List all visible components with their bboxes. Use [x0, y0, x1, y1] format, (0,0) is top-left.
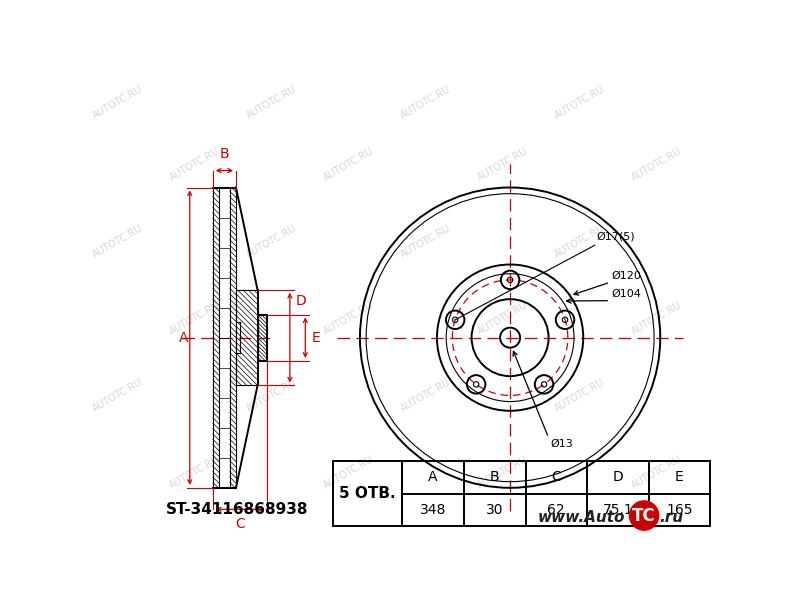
Bar — [402, 461, 710, 526]
Text: AUTOTC.RU: AUTOTC.RU — [245, 377, 298, 414]
Text: AUTOTC.RU: AUTOTC.RU — [245, 223, 298, 260]
Text: AUTOTC.RU: AUTOTC.RU — [553, 85, 606, 121]
Text: AUTOTC.RU: AUTOTC.RU — [90, 223, 144, 260]
Text: AUTOTC.RU: AUTOTC.RU — [553, 223, 606, 260]
Text: AUTOTC.RU: AUTOTC.RU — [475, 454, 530, 491]
Text: 5 ОТВ.: 5 ОТВ. — [339, 486, 396, 501]
Text: A: A — [179, 331, 188, 344]
Text: 75.1: 75.1 — [602, 503, 634, 517]
Text: A: A — [428, 470, 438, 484]
Text: AUTOTC.RU: AUTOTC.RU — [475, 146, 530, 183]
Text: B: B — [490, 470, 499, 484]
Text: AUTOTC.RU: AUTOTC.RU — [475, 300, 530, 337]
Text: TC: TC — [632, 506, 656, 524]
Text: C: C — [235, 517, 245, 531]
Text: D: D — [613, 470, 623, 484]
Text: AUTOTC.RU: AUTOTC.RU — [90, 377, 144, 414]
Text: AUTOTC.RU: AUTOTC.RU — [630, 300, 683, 337]
Text: AUTOTC.RU: AUTOTC.RU — [398, 85, 452, 121]
Text: AUTOTC.RU: AUTOTC.RU — [167, 146, 222, 183]
Bar — [213, 187, 219, 488]
Text: AUTOTC.RU: AUTOTC.RU — [398, 377, 452, 414]
Text: AUTOTC.RU: AUTOTC.RU — [167, 300, 222, 337]
Text: 348: 348 — [420, 503, 446, 517]
Text: Ø120: Ø120 — [612, 271, 642, 281]
Text: .ru: .ru — [659, 509, 684, 524]
Text: B: B — [220, 148, 230, 161]
Bar — [258, 314, 266, 361]
Text: AUTOTC.RU: AUTOTC.RU — [630, 454, 683, 491]
Text: www.Auto: www.Auto — [538, 509, 626, 524]
Text: 165: 165 — [666, 503, 693, 517]
Text: AUTOTC.RU: AUTOTC.RU — [398, 223, 452, 260]
Text: 62: 62 — [547, 503, 565, 517]
Text: AUTOTC.RU: AUTOTC.RU — [322, 146, 375, 183]
Text: C: C — [551, 470, 561, 484]
Text: AUTOTC.RU: AUTOTC.RU — [322, 300, 375, 337]
Circle shape — [630, 501, 658, 530]
Text: Ø13: Ø13 — [550, 439, 573, 449]
Text: 30: 30 — [486, 503, 503, 517]
Bar — [333, 461, 402, 526]
Text: ST-34116868938: ST-34116868938 — [166, 502, 308, 517]
Text: AUTOTC.RU: AUTOTC.RU — [322, 454, 375, 491]
Bar — [230, 187, 236, 488]
Text: E: E — [311, 331, 320, 344]
Text: Ø104: Ø104 — [612, 289, 642, 299]
Bar — [236, 290, 258, 385]
Text: AUTOTC.RU: AUTOTC.RU — [553, 377, 606, 414]
Text: E: E — [675, 470, 684, 484]
Text: Ø17(5): Ø17(5) — [596, 232, 635, 241]
Text: AUTOTC.RU: AUTOTC.RU — [90, 85, 144, 121]
Text: AUTOTC.RU: AUTOTC.RU — [245, 85, 298, 121]
Text: AUTOTC.RU: AUTOTC.RU — [167, 454, 222, 491]
Text: D: D — [296, 295, 306, 308]
Text: AUTOTC.RU: AUTOTC.RU — [630, 146, 683, 183]
